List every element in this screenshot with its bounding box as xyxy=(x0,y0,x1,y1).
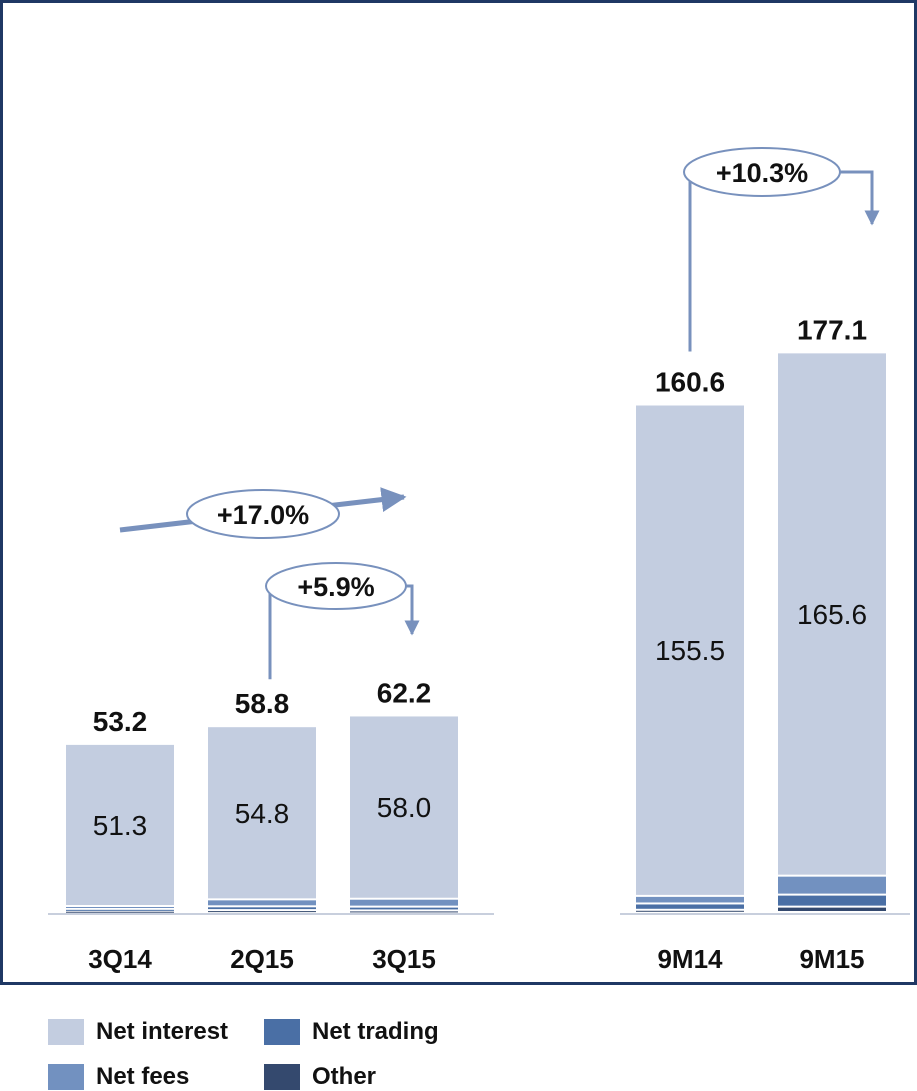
bar-3q14-other xyxy=(66,911,174,913)
bar-2q15-other xyxy=(208,911,316,913)
growth-2q15-3q15-oval xyxy=(265,562,407,610)
bar-3q15-net-trading xyxy=(350,907,458,910)
bar-9m14-other xyxy=(636,910,744,912)
legend-item-other: Other xyxy=(264,1063,376,1091)
segment-label-9m15: 165.6 xyxy=(797,599,867,630)
category-label-2q15: 2Q15 xyxy=(230,944,294,974)
growth-9m14-9m15-label: +10.3% xyxy=(716,158,808,188)
legend-label-net-fees: Net fees xyxy=(96,1063,190,1090)
chart-border xyxy=(0,0,917,985)
legend-swatch-net-fees xyxy=(48,1064,84,1090)
bar-9m14-net-fees xyxy=(636,896,744,903)
total-label-9m15: 177.1 xyxy=(797,314,867,345)
legend-swatch-net-interest xyxy=(48,1019,84,1045)
bar-3q14-net-trading xyxy=(66,909,174,911)
bar-3q15-other xyxy=(350,911,458,913)
growth-3q14-3q15-label: +17.0% xyxy=(217,500,309,530)
total-label-3q15: 62.2 xyxy=(377,677,432,708)
segment-label-3q15: 58.0 xyxy=(377,792,432,823)
bar-9m15-other xyxy=(778,907,886,911)
category-label-3q14: 3Q14 xyxy=(88,944,152,974)
legend-label-net-interest: Net interest xyxy=(96,1018,229,1045)
bar-2q15-net-interest xyxy=(208,727,316,899)
legend-item-net-trading: Net trading xyxy=(264,1018,439,1046)
category-label-3q15: 3Q15 xyxy=(372,944,436,974)
legend-swatch-net-trading xyxy=(264,1019,300,1045)
segment-label-3q14: 51.3 xyxy=(93,810,148,841)
bar-3q14-net-interest xyxy=(66,744,174,905)
bar-3q14-net-fees xyxy=(66,906,174,908)
legend-item-net-interest: Net interest xyxy=(48,1018,228,1046)
legend-label-net-trading: Net trading xyxy=(312,1018,439,1045)
growth-3q14-3q15-oval xyxy=(186,489,340,539)
growth-2q15-3q15-label: +5.9% xyxy=(297,572,374,602)
total-label-3q14: 53.2 xyxy=(93,706,148,737)
bar-3q15-net-interest xyxy=(350,716,458,898)
legend-item-net-fees: Net fees xyxy=(48,1063,189,1091)
category-label-9m14: 9M14 xyxy=(657,944,723,974)
category-label-9m15: 9M15 xyxy=(799,944,864,974)
segment-label-9m14: 155.5 xyxy=(655,635,725,666)
total-label-2q15: 58.8 xyxy=(235,688,290,719)
bar-9m15-net-fees xyxy=(778,876,886,894)
legend-swatch-other xyxy=(264,1064,300,1090)
bar-9m14-net-interest xyxy=(636,405,744,895)
stacked-bar-chart: 51.3 53.2 3Q14 54.8 58.8 2Q15 58.0 62.2 3Q15 155.… xyxy=(0,0,917,985)
growth-9m14-9m15-oval xyxy=(683,147,841,197)
bar-2q15-net-trading xyxy=(208,907,316,910)
bar-9m14-net-trading xyxy=(636,904,744,909)
bar-2q15-net-fees xyxy=(208,900,316,906)
bar-9m15-net-interest xyxy=(778,353,886,875)
bar-9m15-net-trading xyxy=(778,895,886,906)
bar-3q15-net-fees xyxy=(350,899,458,906)
legend-label-other: Other xyxy=(312,1063,377,1090)
total-label-9m14: 160.6 xyxy=(655,367,725,398)
segment-label-2q15: 54.8 xyxy=(235,798,290,829)
